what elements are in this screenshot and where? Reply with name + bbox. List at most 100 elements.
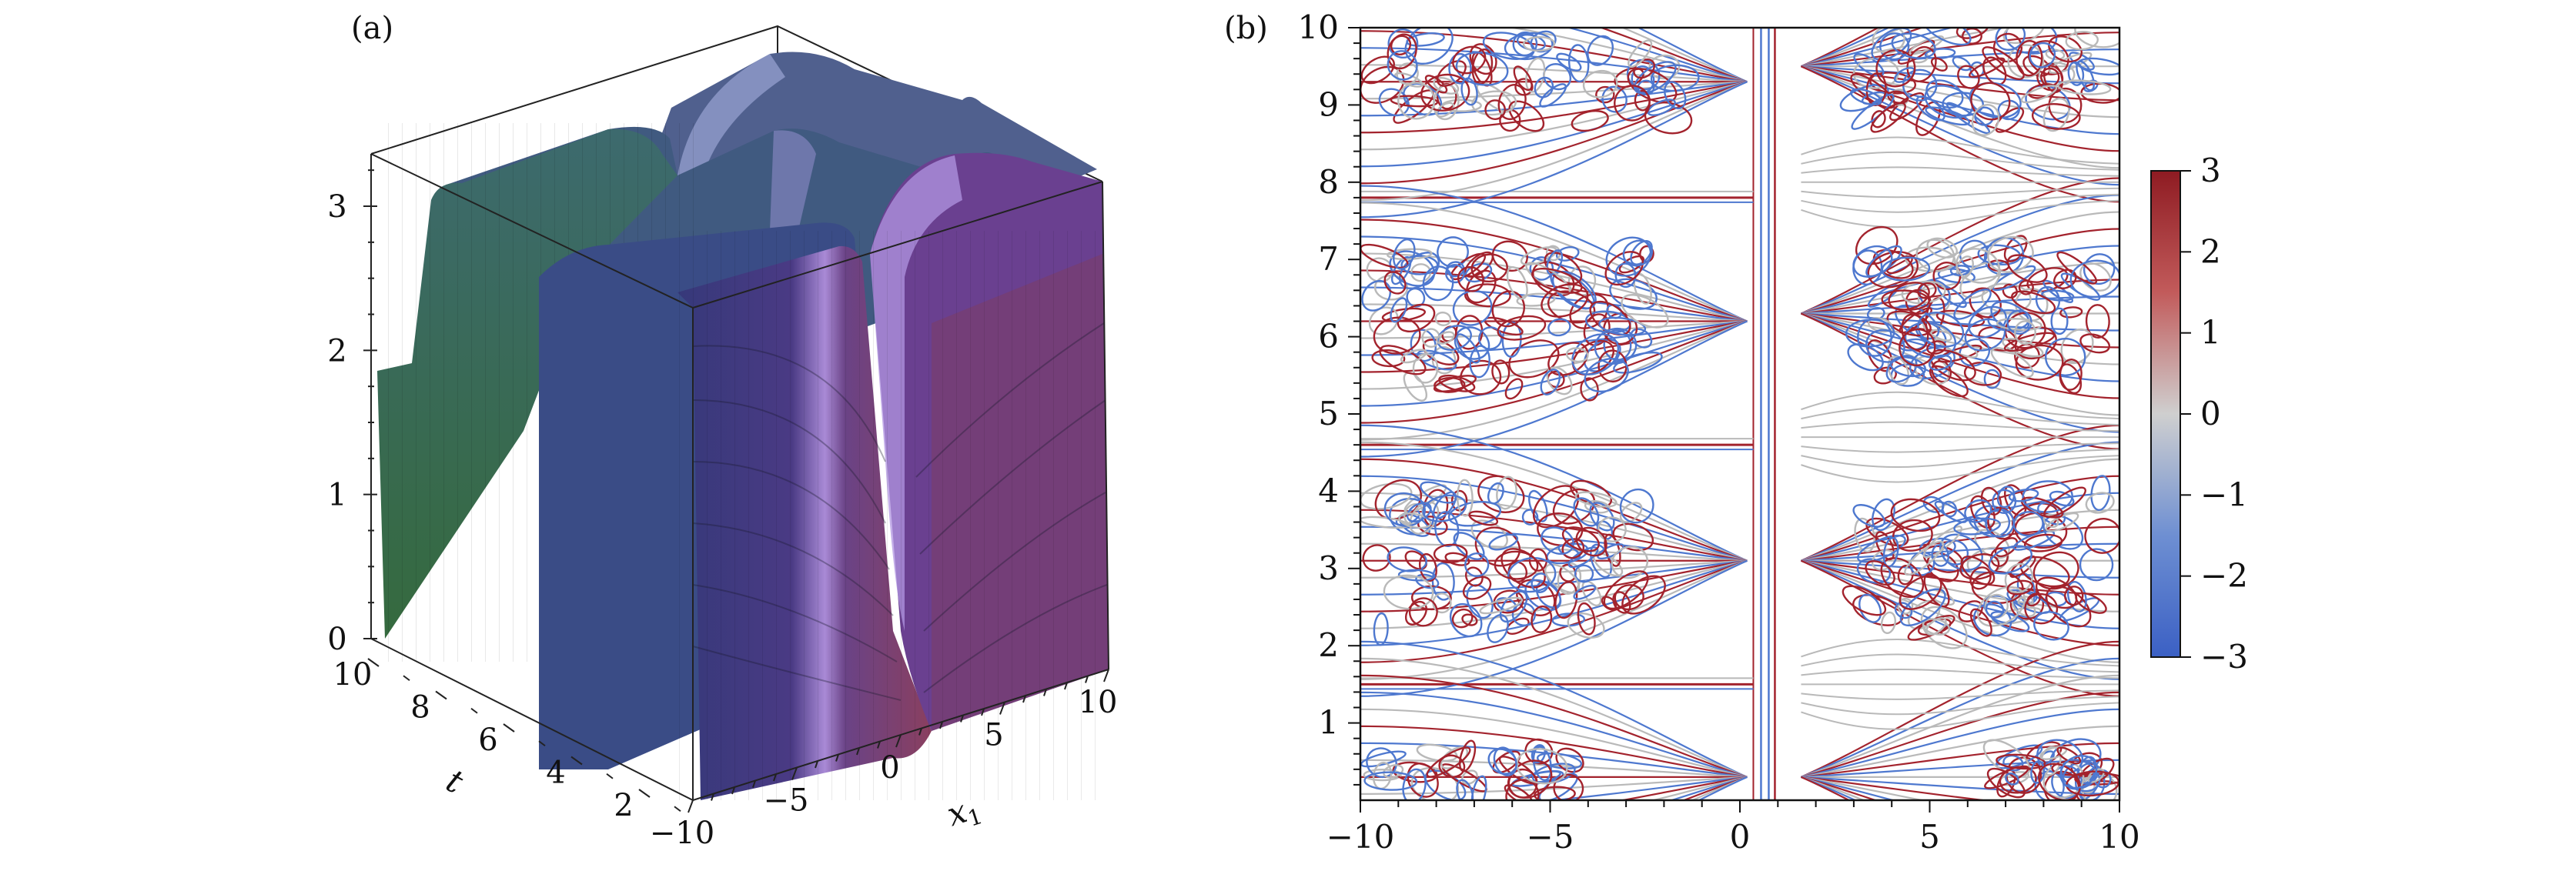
contour-eddy: [2006, 254, 2048, 283]
contour-fan-line: [1801, 776, 1896, 800]
contour-eddy: [1555, 747, 1584, 773]
contour-eddy: [1422, 265, 1454, 302]
contour-eddy: [1455, 315, 1484, 350]
contour-eddy: [1630, 240, 1653, 265]
x1-minor-tick: [1085, 676, 1089, 683]
contour-eddy: [1854, 517, 1875, 553]
contour-eddy: [1857, 534, 1906, 563]
contour-eddy: [1567, 612, 1605, 639]
contour-eddy: [1915, 239, 1955, 272]
contour-eddy: [1390, 297, 1408, 323]
contour-fan-line: [1360, 269, 1748, 322]
contour-eddy: [1461, 613, 1478, 626]
contour-fan-line: [1360, 81, 1748, 202]
contour-fan-line: [1801, 458, 2119, 562]
contour-eddy: [1431, 562, 1455, 601]
contour-eddy: [1986, 767, 2026, 799]
contour-eddy: [1587, 35, 1614, 66]
contour-eddy: [2004, 562, 2033, 594]
contour-eddy: [1980, 486, 2002, 516]
t-tick-label: 10: [333, 657, 373, 692]
contour-eddy: [1438, 754, 1466, 778]
contour-eddy: [1507, 768, 1538, 799]
contour-eddy: [1540, 526, 1574, 556]
colorbar-tick-label: 1: [2200, 314, 2221, 352]
contour-eddy: [2006, 309, 2032, 335]
contour-eddy: [1434, 311, 1452, 326]
t-tick-mark: [503, 723, 515, 733]
contour-eddy: [1479, 596, 1524, 615]
contour-eddy: [1571, 333, 1619, 375]
contour-eddy: [1488, 533, 1519, 551]
contour-gap-line: [1801, 702, 2119, 730]
panel-b-label: (b): [1224, 11, 1268, 46]
contour-eddy: [1434, 377, 1466, 393]
t-tick-label: 2: [614, 788, 633, 823]
x1-minor-tick: [981, 708, 985, 716]
contour-eddy: [2049, 490, 2075, 507]
contour-eddy: [1899, 588, 1946, 627]
contour-gap-line: [1801, 668, 2119, 679]
x1-tick-label: 5: [984, 718, 1003, 753]
contour-eddy: [1598, 316, 1647, 336]
colorbar-tick-label: −3: [2200, 638, 2248, 676]
contour-eddy: [1971, 570, 2024, 604]
contour-eddy: [1595, 85, 1615, 104]
contour-eddy: [2009, 555, 2036, 579]
contour-eddy: [2069, 259, 2119, 299]
contour-eddy: [1417, 349, 1457, 371]
surface: [377, 52, 1109, 800]
contour-eddy: [1606, 304, 1623, 319]
contour-eddy: [1879, 32, 1910, 61]
contour-fan-line: [1360, 320, 1748, 339]
contour-eddy: [2079, 333, 2111, 354]
contour-eddy: [1996, 753, 2046, 770]
contour-eddy: [1408, 597, 1438, 627]
contour-fan-line: [1801, 559, 2119, 646]
contour-fan-line: [1801, 776, 1989, 800]
contour-eddy: [2079, 548, 2114, 582]
contour-eddy: [1573, 584, 1597, 600]
contour-eddy: [1924, 48, 1956, 60]
contour-fan-line: [1636, 28, 1748, 83]
contour-fan-line: [1801, 312, 2119, 416]
contour-eddy: [2059, 755, 2098, 789]
contour-fan-line: [1360, 708, 1748, 778]
contour-eddy: [2083, 253, 2116, 285]
contour-fan-line: [1801, 492, 2119, 562]
contour-eddy: [1477, 475, 1525, 513]
colorbar-tick-label: 3: [2200, 152, 2221, 189]
contour-fan-line: [1801, 32, 2119, 68]
contour-fan-line: [1697, 776, 1748, 800]
contour-eddy: [1909, 35, 1945, 55]
contour-eddy: [1493, 589, 1524, 614]
contour-eddy: [1959, 553, 2000, 580]
contour-x-tick-label: 0: [1730, 818, 1751, 856]
contour-eddy: [1982, 46, 2025, 81]
contour-eddy: [2077, 57, 2119, 76]
contour-eddy: [1572, 339, 1614, 375]
contour-y-tick-label: 9: [1318, 85, 1339, 123]
contour-gap-line: [1801, 136, 2119, 165]
contour-eddy: [1906, 45, 1937, 82]
contour-eddy: [1499, 590, 1528, 623]
surface-ridge-back-highlight: [677, 54, 785, 185]
contour-fan-line: [1650, 776, 1748, 800]
contour-eddy: [1621, 575, 1666, 615]
contour-fan-line: [1360, 81, 1748, 100]
contour-eddy: [1573, 497, 1600, 527]
contour-eddy: [1516, 748, 1568, 785]
contour-eddy: [1850, 88, 1882, 106]
contour-fan-line: [1801, 194, 2119, 315]
contour-fan-line: [1801, 526, 2119, 562]
contour-eddy: [1881, 256, 1931, 282]
contour-eddy: [1920, 606, 1968, 649]
contour-eddy: [1436, 82, 1457, 110]
contour-eddy: [1604, 251, 1644, 286]
contour-eddy: [1506, 266, 1528, 300]
contour-eddy: [1634, 61, 1677, 95]
contour-eddy: [1403, 503, 1424, 526]
contour-eddy: [1953, 289, 1992, 320]
contour-eddy: [1468, 510, 1499, 526]
x1-tick-label: −5: [764, 783, 809, 819]
